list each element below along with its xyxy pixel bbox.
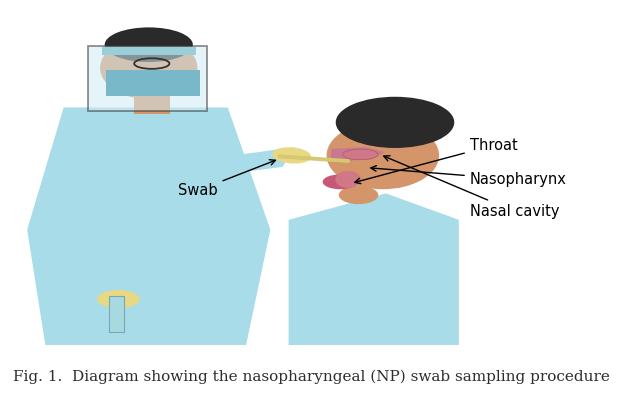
Ellipse shape [339,186,378,204]
Ellipse shape [330,152,353,163]
Ellipse shape [100,36,197,99]
Polygon shape [64,230,161,296]
Ellipse shape [336,97,454,148]
Text: Swab: Swab [178,160,276,198]
Polygon shape [106,70,200,96]
Text: Nasal cavity: Nasal cavity [384,156,560,219]
Polygon shape [124,147,295,187]
Text: Nasopharynx: Nasopharynx [371,166,567,187]
Text: Fig. 1.  Diagram showing the nasopharyngeal (NP) swab sampling procedure: Fig. 1. Diagram showing the nasopharynge… [13,370,610,384]
Polygon shape [331,147,385,161]
Ellipse shape [336,171,361,188]
Polygon shape [27,107,271,345]
Ellipse shape [97,290,140,308]
Text: Throat: Throat [355,138,517,184]
Bar [102,47,196,55]
Bar [109,296,124,332]
Ellipse shape [327,122,439,189]
Ellipse shape [323,174,358,189]
Ellipse shape [343,149,378,160]
FancyBboxPatch shape [88,46,207,111]
Ellipse shape [105,27,193,62]
Polygon shape [288,193,459,345]
Bar [133,94,170,114]
Ellipse shape [272,147,311,164]
